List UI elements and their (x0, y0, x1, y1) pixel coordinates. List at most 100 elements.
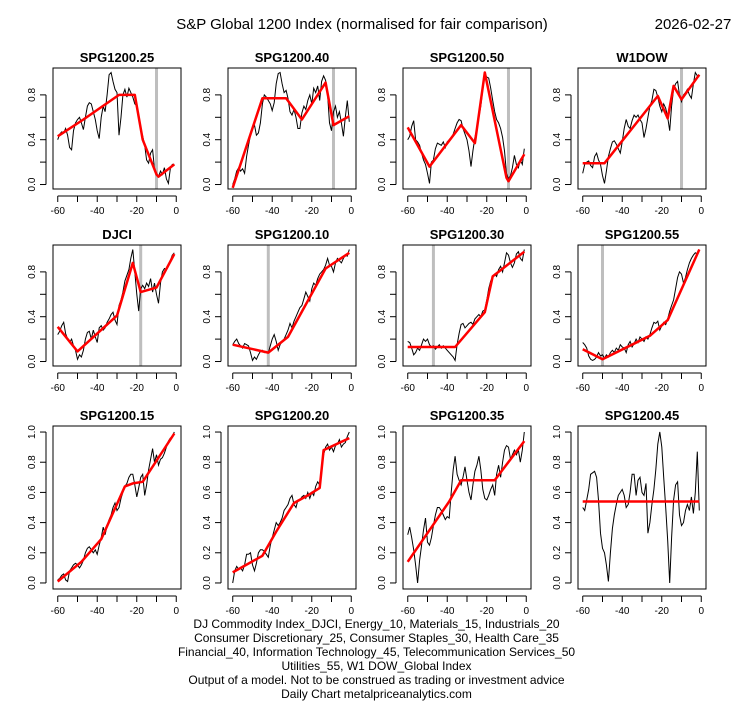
trend-line (56, 253, 176, 353)
x-tick-label: -60 (51, 606, 66, 617)
panel-spg1200-25: SPG1200.25 -60 -40 -20 0 0.0 0.4 0.8 (27, 50, 182, 217)
x-tick-label: 0 (173, 206, 179, 217)
plot-frame (402, 244, 532, 367)
x-tick-label: -40 (90, 206, 105, 217)
y-tick-label: 1.0 (27, 425, 38, 439)
price-line (407, 431, 525, 584)
x-tick-label: -60 (576, 383, 591, 394)
y-tick-label: 0.0 (27, 354, 38, 368)
y-tick-label: 0.4 (27, 515, 38, 529)
trend-line (57, 93, 176, 178)
x-tick-label: -20 (130, 383, 145, 394)
panel-title: SPG1200.10 (255, 227, 329, 242)
y-tick-label: 0.2 (27, 545, 38, 559)
y-axis: 0.0 0.2 0.4 0.6 0.8 1.0 (27, 425, 47, 590)
y-tick-label: 0.0 (377, 576, 388, 590)
legend-line: Financial_40, Information Technology_45,… (177, 645, 576, 659)
x-axis: -60 -40 -20 0 (401, 372, 529, 394)
plot-frame (402, 67, 532, 190)
y-axis: 0.0 0.4 0.8 (377, 88, 397, 191)
y-tick-label: 0.0 (202, 576, 213, 590)
y-tick-label: 0.8 (27, 88, 38, 102)
panel-title: SPG1200.35 (430, 408, 504, 423)
y-tick-label: 0.4 (202, 309, 213, 323)
x-tick-label: -20 (480, 383, 495, 394)
y-tick-label: 0.8 (27, 265, 38, 279)
y-tick-label: 0.0 (552, 177, 563, 191)
trend-line (406, 440, 526, 563)
panel-w1dow: W1DOW -60 -40 -20 0 0.0 0.4 0.8 (552, 50, 707, 217)
x-axis: -60 -40 -20 0 (576, 195, 704, 217)
plot-frame (577, 67, 707, 190)
y-tick-label: 0.0 (377, 177, 388, 191)
x-tick-label: -20 (130, 206, 145, 217)
panel-spg1200-40: SPG1200.40 -60 -40 -20 0 0.0 0.4 0.8 (202, 50, 357, 217)
plot-frame (577, 244, 707, 367)
price-line (582, 431, 700, 584)
panel-spg1200-50: SPG1200.50 -60 -40 -20 0 0.0 0.4 0.8 (377, 50, 532, 217)
y-axis: 0.0 0.4 0.8 (552, 265, 572, 368)
legend-line: DJ Commodity Index_DJCI, Energy_10, Mate… (193, 617, 560, 631)
trend-line (231, 81, 350, 189)
panel-djci: DJCI -60 -40 -20 0 0.0 0.4 0.8 (27, 227, 182, 394)
legend-block: DJ Commodity Index_DJCI, Energy_10, Mate… (0, 617, 753, 673)
panel-title: SPG1200.50 (430, 50, 504, 65)
trend-line (56, 432, 176, 583)
x-tick-label: -20 (655, 383, 670, 394)
y-axis: 0.0 0.4 0.8 (202, 88, 222, 191)
trend-line (582, 73, 701, 165)
y-tick-label: 0.2 (202, 545, 213, 559)
x-tick-label: -40 (90, 606, 105, 617)
x-tick-label: -20 (655, 206, 670, 217)
plot-frame (227, 67, 357, 190)
y-tick-label: 0.8 (377, 88, 388, 102)
x-axis: -60 -40 -20 0 (51, 595, 179, 617)
plot-frame (52, 244, 182, 367)
y-tick-label: 0.4 (377, 309, 388, 323)
x-axis: -60 -40 -20 0 (226, 372, 354, 394)
y-tick-label: 0.4 (27, 132, 38, 146)
panel-title: SPG1200.15 (80, 408, 154, 423)
x-tick-label: -60 (401, 606, 416, 617)
plot-frame (52, 425, 182, 590)
y-tick-label: 0.6 (552, 485, 563, 499)
panel-title: SPG1200.30 (430, 227, 504, 242)
x-tick-label: 0 (173, 383, 179, 394)
x-tick-label: -40 (615, 206, 630, 217)
price-line (57, 249, 175, 361)
panel-spg1200-10: SPG1200.10 -60 -40 -20 0 0.0 0.4 0.8 (202, 227, 357, 394)
x-tick-label: -40 (265, 383, 280, 394)
y-tick-label: 0.8 (377, 265, 388, 279)
x-tick-label: -40 (90, 383, 105, 394)
x-tick-label: -40 (615, 606, 630, 617)
y-tick-label: 0.0 (377, 354, 388, 368)
y-axis: 0.0 0.4 0.8 (377, 265, 397, 368)
x-tick-label: -20 (480, 606, 495, 617)
x-tick-label: -60 (401, 206, 416, 217)
x-tick-label: -40 (615, 383, 630, 394)
y-axis: 0.0 0.2 0.4 0.6 0.8 1.0 (552, 425, 572, 590)
x-tick-label: -20 (305, 206, 320, 217)
panel-title: SPG1200.55 (605, 227, 679, 242)
plot-frame (577, 425, 707, 590)
trend-line (232, 251, 350, 354)
panel-spg1200-15: SPG1200.15 -60 -40 -20 0 0.0 0.2 0.4 0.6 0.8 1.0 (27, 408, 182, 617)
y-tick-label: 0.0 (552, 354, 563, 368)
x-tick-label: 0 (698, 383, 704, 394)
panel-title: SPG1200.45 (605, 408, 679, 423)
legend-line: Consumer Discretionary_25, Consumer Stap… (194, 631, 559, 645)
x-tick-label: 0 (523, 206, 529, 217)
y-axis: 0.0 0.4 0.8 (27, 265, 47, 368)
y-tick-label: 0.0 (27, 177, 38, 191)
x-tick-label: -40 (265, 606, 280, 617)
y-tick-label: 0.8 (27, 455, 38, 469)
source-text: Daily Chart metalpriceanalytics.com (281, 687, 472, 701)
x-tick-label: 0 (523, 606, 529, 617)
y-tick-label: 0.4 (202, 515, 213, 529)
y-tick-label: 0.4 (552, 309, 563, 323)
x-tick-label: -60 (226, 383, 241, 394)
y-tick-label: 0.6 (377, 485, 388, 499)
panel-spg1200-30: SPG1200.30 -60 -40 -20 0 0.0 0.4 0.8 (377, 227, 532, 394)
price-line (232, 249, 350, 362)
